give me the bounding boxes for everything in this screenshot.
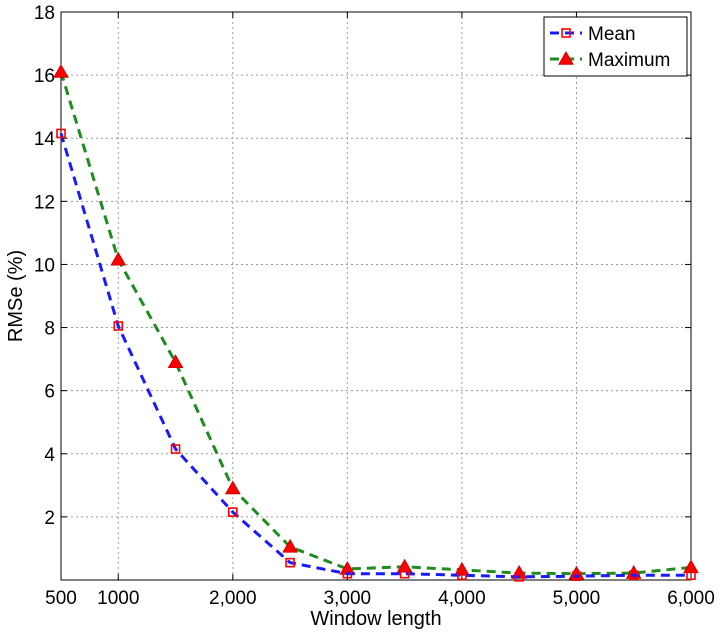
data-point [571,571,582,582]
x-tick-label: 3,000 [324,588,372,609]
x-tick-label: 2,000 [209,588,257,609]
data-point [285,557,295,568]
legend-item-maximum: Maximum [550,50,670,71]
y-tick-label: 16 [34,66,55,87]
data-point [224,480,241,495]
legend-marker [561,28,571,38]
legend-item-mean: Mean [550,24,636,45]
y-tick-label: 14 [34,129,56,150]
y-tick-label: 10 [34,255,55,276]
series-mean [56,128,696,582]
y-tick-label: 8 [44,319,55,340]
data-point [110,251,127,266]
data-point [228,507,238,517]
data-point [399,568,410,579]
data-point [342,568,353,579]
x-tick-label: 1000 [97,588,139,609]
legend-marker [558,50,574,65]
y-tick-label: 6 [44,382,55,403]
grid [61,12,691,580]
data-point [686,570,696,581]
data-point [113,321,124,331]
data-point [170,444,181,454]
y-tick-label: 2 [44,508,55,529]
data-point [167,354,184,369]
legend: Mean Maximum [543,16,688,77]
data-point [683,559,699,574]
x-tick-label: 4,000 [438,588,486,609]
legend-label: Mean [588,24,636,45]
axis-ticks: 500 1000 2,000 3,000 4,000 5,000 6,000 2 4 6 8 10 12… [34,3,715,609]
data-point [628,570,639,581]
series-layer [53,63,699,582]
x-tick-label: 500 [45,588,77,609]
data-point [53,63,69,78]
legend-label: Maximum [588,50,670,71]
series-maximum [53,63,699,580]
x-tick-label: 5,000 [553,588,601,609]
data-point [514,572,524,582]
y-axis-label: RMSe (%) [5,250,27,342]
x-tick-label: 6,000 [667,588,715,609]
y-tick-label: 4 [44,445,55,466]
data-point [56,128,66,139]
legend-box [543,16,688,77]
data-point [282,538,298,553]
plot-area [60,11,692,581]
y-tick-label: 18 [34,3,55,24]
series-line [59,133,691,579]
data-point [457,570,467,581]
series-line [59,71,692,576]
x-axis-label: Window length [310,608,441,630]
y-tick-label: 12 [34,192,55,213]
